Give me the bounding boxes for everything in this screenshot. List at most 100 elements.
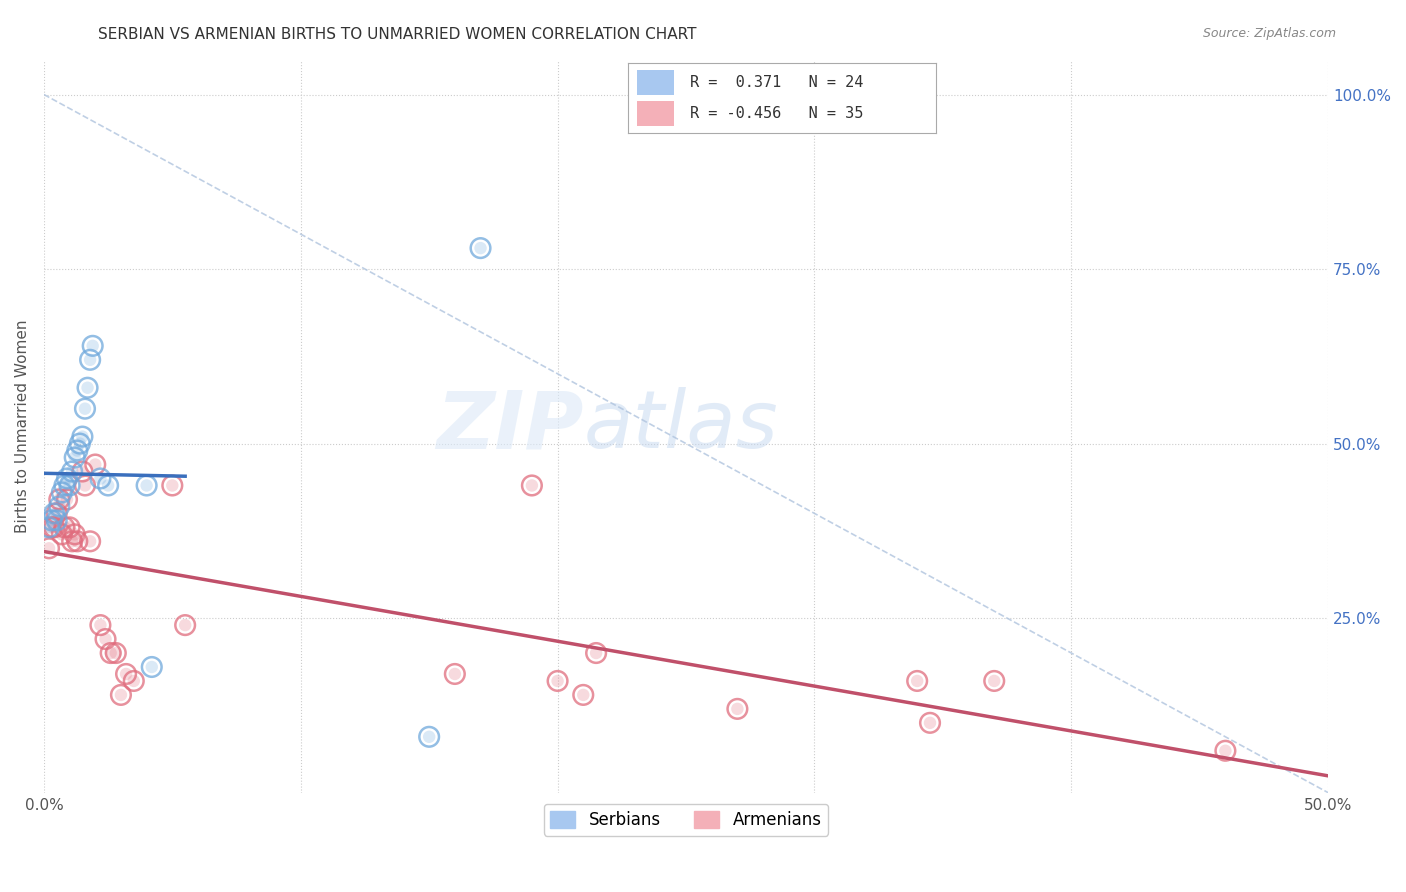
Point — [73, 401, 96, 416]
Point — [470, 241, 492, 255]
Point — [572, 688, 595, 702]
Point — [63, 527, 86, 541]
Point — [72, 465, 94, 479]
Point — [45, 507, 67, 521]
Point — [38, 541, 60, 556]
Point — [44, 520, 66, 534]
Point — [918, 715, 941, 730]
Point — [56, 492, 79, 507]
Point — [73, 478, 96, 492]
Point — [45, 507, 67, 521]
Point — [97, 478, 120, 492]
Point — [66, 534, 89, 549]
Text: atlas: atlas — [583, 387, 778, 465]
Point — [76, 381, 98, 395]
Point — [48, 492, 70, 507]
Point — [162, 478, 184, 492]
Point — [41, 513, 63, 527]
Text: ZIP: ZIP — [436, 387, 583, 465]
Point — [115, 667, 138, 681]
Point — [66, 443, 89, 458]
Point — [76, 381, 98, 395]
Point — [38, 541, 60, 556]
Point — [418, 730, 440, 744]
Point — [94, 632, 117, 646]
Point — [60, 465, 83, 479]
Point — [72, 465, 94, 479]
Point — [122, 673, 145, 688]
Point — [63, 450, 86, 465]
Point — [135, 478, 157, 492]
Point — [72, 429, 94, 443]
Point — [94, 632, 117, 646]
Point — [41, 520, 63, 534]
Point — [572, 688, 595, 702]
Point — [122, 673, 145, 688]
Point — [470, 241, 492, 255]
Point — [110, 688, 132, 702]
Point — [141, 660, 163, 674]
Point — [82, 339, 104, 353]
Point — [41, 520, 63, 534]
Point — [63, 527, 86, 541]
Point — [141, 660, 163, 674]
Text: Source: ZipAtlas.com: Source: ZipAtlas.com — [1202, 27, 1336, 40]
Point — [520, 478, 543, 492]
Point — [444, 667, 467, 681]
Point — [79, 352, 101, 367]
Point — [84, 458, 107, 472]
Point — [56, 471, 79, 485]
Legend: Serbians, Armenians: Serbians, Armenians — [544, 804, 828, 836]
Point — [60, 534, 83, 549]
Point — [174, 618, 197, 632]
Y-axis label: Births to Unmarried Women: Births to Unmarried Women — [15, 319, 30, 533]
Point — [585, 646, 607, 660]
Point — [69, 436, 91, 450]
Point — [45, 513, 67, 527]
Point — [53, 478, 76, 492]
Point — [51, 485, 73, 500]
Point — [41, 513, 63, 527]
Point — [97, 478, 120, 492]
Point — [89, 618, 111, 632]
Point — [84, 458, 107, 472]
Point — [547, 673, 569, 688]
Point — [89, 618, 111, 632]
Point — [918, 715, 941, 730]
Point — [100, 646, 122, 660]
Point — [53, 520, 76, 534]
Point — [48, 500, 70, 514]
Point — [44, 507, 66, 521]
Point — [89, 471, 111, 485]
Point — [79, 534, 101, 549]
Point — [51, 485, 73, 500]
Point — [89, 471, 111, 485]
Point — [100, 646, 122, 660]
Point — [66, 443, 89, 458]
Point — [73, 401, 96, 416]
Point — [69, 436, 91, 450]
Point — [66, 534, 89, 549]
Point — [135, 478, 157, 492]
Point — [79, 352, 101, 367]
Point — [162, 478, 184, 492]
Point — [51, 527, 73, 541]
Point — [82, 339, 104, 353]
Point — [38, 520, 60, 534]
Point — [983, 673, 1005, 688]
Point — [72, 429, 94, 443]
Point — [48, 492, 70, 507]
Point — [51, 527, 73, 541]
Point — [905, 673, 928, 688]
Point — [115, 667, 138, 681]
Point — [44, 520, 66, 534]
Point — [44, 507, 66, 521]
Point — [45, 513, 67, 527]
Point — [104, 646, 127, 660]
Point — [104, 646, 127, 660]
Point — [53, 478, 76, 492]
Point — [79, 534, 101, 549]
Point — [60, 465, 83, 479]
Point — [53, 520, 76, 534]
Point — [58, 478, 80, 492]
